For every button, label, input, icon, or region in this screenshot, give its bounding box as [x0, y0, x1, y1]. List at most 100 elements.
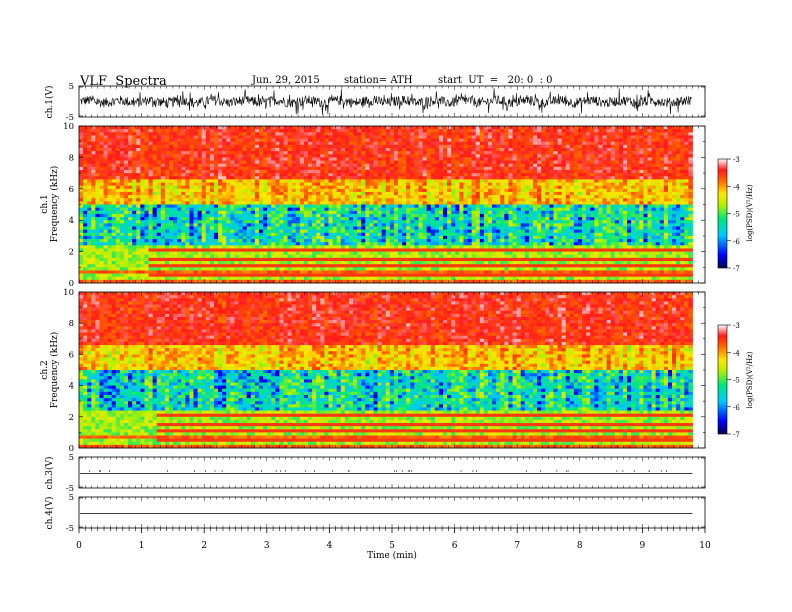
spectrogram-cell — [291, 132, 297, 136]
spectrogram-cell — [189, 201, 194, 205]
spectrogram-cell — [181, 157, 186, 161]
spectrogram-cell — [336, 239, 342, 243]
spectrogram-cell — [332, 182, 338, 187]
spectrogram-cell — [234, 264, 239, 268]
spectrogram-cell — [263, 195, 268, 199]
spectrogram-cell — [271, 279, 276, 284]
spectrogram-cell — [123, 273, 129, 278]
spectrogram-cell — [344, 204, 350, 209]
spectrogram-cell — [447, 270, 452, 274]
spectrogram-cell — [332, 201, 338, 205]
spectrogram-cell — [402, 254, 407, 259]
spectrogram-cell — [132, 132, 137, 136]
spectrogram-cell — [418, 160, 423, 165]
spectrogram-cell — [185, 126, 190, 130]
spectrogram-cell — [410, 169, 415, 174]
spectrogram-cell — [168, 217, 174, 221]
spectrogram-cell — [140, 261, 145, 265]
spectrogram-cell — [312, 229, 317, 234]
spectrogram-cell — [430, 188, 436, 193]
spectrogram-cell — [316, 226, 321, 231]
spectrogram-cell — [328, 242, 333, 246]
spectrogram-cell — [173, 147, 178, 152]
spectrogram-cell — [87, 207, 92, 212]
spectrogram-cell — [348, 242, 354, 246]
spectrogram-cell — [398, 129, 403, 133]
spectrogram-cell — [381, 129, 387, 133]
spectrogram-cell — [271, 154, 276, 158]
spectrogram-cell — [197, 160, 203, 165]
spectrogram-cell — [271, 126, 276, 130]
spectrogram-cell — [332, 245, 338, 249]
spectrogram-cell — [205, 210, 211, 215]
spectrogram-cell — [242, 201, 248, 205]
spectrogram-cell — [398, 154, 403, 158]
spectrogram-cell — [152, 232, 158, 237]
spectrogram-cell — [299, 251, 305, 256]
spectrogram-cell — [393, 279, 399, 284]
spectrogram-cell — [230, 154, 235, 158]
spectrogram-cell — [164, 254, 170, 259]
spectrogram-cell — [295, 273, 301, 278]
spectrogram-cell — [230, 157, 235, 161]
spectrogram-cell — [91, 129, 96, 133]
spectrogram-cell — [414, 151, 419, 155]
spectrogram-cell — [443, 279, 448, 284]
spectrogram-cell — [312, 232, 317, 237]
spectrogram-cell — [201, 254, 207, 259]
spectrogram-cell — [291, 213, 297, 218]
spectrogram-cell — [398, 198, 403, 202]
spectrogram-cell — [246, 169, 252, 174]
spectrogram-cell — [132, 213, 137, 218]
spectrogram-cell — [361, 213, 366, 218]
spectrogram-cell — [316, 163, 321, 168]
spectrogram-cell — [438, 185, 444, 190]
spectrogram-cell — [451, 223, 456, 227]
spectrogram-cell — [173, 270, 178, 274]
spectrogram-cell — [447, 154, 452, 158]
spectrogram-cell — [238, 279, 243, 284]
spectrogram-cell — [103, 169, 109, 174]
spectrogram-cell — [373, 201, 378, 205]
spectrogram-cell — [353, 154, 358, 158]
spectrogram-cell — [238, 251, 243, 256]
spectrogram-cell — [177, 273, 182, 278]
spectrogram-cell — [242, 138, 248, 143]
spectrogram-cell — [258, 163, 264, 168]
spectrogram-cell — [119, 254, 125, 259]
spectrogram-cell — [455, 166, 460, 171]
spectrogram-cell — [295, 210, 301, 215]
spectrogram-cell — [132, 273, 137, 278]
spectrogram-cell — [193, 182, 199, 187]
spectrogram-cell — [115, 223, 121, 227]
spectrogram-cell — [438, 204, 444, 209]
spectrogram-cell — [242, 160, 248, 165]
spectrogram-cell — [242, 267, 248, 271]
spectrogram-cell — [103, 239, 109, 243]
spectrogram-cell — [312, 166, 317, 171]
spectrogram-cell — [357, 229, 362, 234]
spectrogram-cell — [148, 276, 154, 281]
spectrogram-cell — [181, 129, 186, 133]
spectrogram-cell — [132, 198, 137, 202]
spectrogram-cell — [189, 154, 194, 158]
spectrogram-cell — [168, 157, 174, 161]
spectrogram-cell — [222, 173, 227, 177]
spectrogram-cell — [79, 254, 84, 259]
spectrogram-cell — [156, 226, 162, 231]
spectrogram-cell — [99, 251, 104, 256]
spectrogram-cell — [222, 154, 227, 158]
spectrogram-cell — [332, 220, 338, 224]
spectrogram-cell — [414, 267, 419, 271]
spectrogram-cell — [218, 254, 223, 259]
spectrogram-cell — [398, 201, 403, 205]
spectrogram-cell — [115, 261, 121, 265]
spectrogram-cell — [173, 239, 178, 243]
spectrogram-cell — [263, 270, 268, 274]
spectrogram-cell — [361, 279, 366, 284]
spectrogram-cell — [393, 160, 399, 165]
spectrogram-cell — [115, 195, 121, 199]
spectrogram-cell — [348, 176, 354, 180]
spectrogram-cell — [267, 141, 272, 146]
spectrogram-cell — [393, 223, 399, 227]
